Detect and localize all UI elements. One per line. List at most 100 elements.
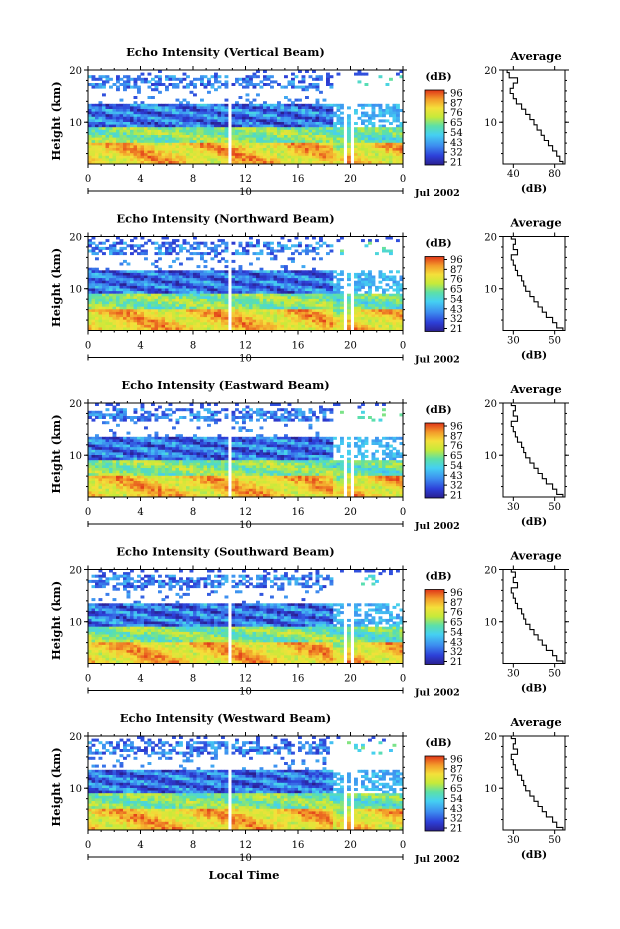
heatmap-cell: [259, 127, 264, 131]
heatmap-cell: [284, 304, 288, 308]
heatmap-cell: [95, 270, 99, 274]
heatmap-cell: [259, 129, 264, 133]
heatmap-cell: [399, 324, 403, 328]
heatmap-cell: [196, 298, 201, 302]
heatmap-cell: [336, 311, 341, 315]
heatmap-cell: [231, 311, 236, 315]
heatmap-cell: [305, 306, 309, 310]
heatmap-cell: [116, 285, 120, 289]
panels-container: Echo Intensity (Vertical Beam)2010Height…: [49, 45, 569, 865]
heatmap-cell: [231, 291, 236, 295]
heatmap-cell: [245, 75, 250, 79]
heatmap-cell: [217, 140, 222, 144]
heatmap-cell: [252, 278, 257, 282]
heatmap-cell: [161, 119, 166, 123]
heatmap-cell: [179, 293, 183, 297]
heatmap-cell: [144, 109, 148, 112]
heatmap-cell: [249, 158, 253, 162]
heatmap-cell: [266, 119, 271, 123]
heatmap-cell: [203, 127, 208, 131]
heatmap-cell: [235, 155, 239, 159]
heatmap-cell: [252, 293, 257, 297]
heatmap-cell: [154, 119, 159, 123]
heatmap-cell: [109, 403, 113, 406]
heatmap-cell: [186, 324, 190, 328]
heatmap-cell: [326, 311, 330, 315]
heatmap-cell: [221, 301, 225, 305]
heatmap-cell: [203, 155, 208, 159]
heatmap-cell: [88, 109, 92, 112]
heatmap-cell: [298, 270, 302, 274]
heatmap-cell: [168, 403, 173, 406]
heatmap-cell: [235, 122, 239, 125]
heatmap-cell: [301, 132, 306, 136]
heatmap-cell: [133, 142, 138, 146]
heatmap-cell: [182, 246, 187, 250]
heatmap-cell: [179, 272, 183, 276]
heatmap-cell: [165, 327, 169, 331]
heatmap-cell: [151, 124, 155, 128]
heatmap-cell: [340, 236, 344, 240]
heatmap-cell: [389, 111, 393, 115]
heatmap-cell: [95, 306, 99, 310]
heatmap-cell: [154, 129, 159, 133]
heatmap-cell: [210, 127, 215, 131]
heatmap-cell: [368, 327, 372, 331]
heatmap-cell: [98, 124, 103, 128]
heatmap-cell: [245, 298, 250, 302]
heatmap-cell: [273, 304, 278, 308]
heatmap-cell: [137, 109, 141, 112]
heatmap-cell: [119, 129, 124, 133]
heatmap-cell: [315, 304, 320, 308]
heatmap-cell: [144, 140, 148, 144]
heatmap-cell: [158, 296, 162, 300]
heatmap-cell: [126, 127, 131, 131]
heatmap-cell: [312, 129, 316, 133]
heatmap-cell: [189, 142, 194, 146]
heatmap-cell: [270, 148, 274, 151]
heatmap-cell: [98, 285, 103, 289]
heatmap-cell: [147, 314, 152, 318]
heatmap-cell: [91, 317, 96, 321]
heatmap-cell: [364, 298, 369, 302]
heatmap-cell: [389, 306, 393, 310]
heatmap-cell: [291, 327, 295, 331]
heatmap-cell: [200, 148, 204, 151]
heatmap-cell: [207, 153, 211, 157]
heatmap-cell: [224, 111, 229, 115]
heatmap-cell: [375, 298, 379, 302]
heatmap-cell: [294, 322, 299, 326]
heatmap-cell: [385, 296, 390, 300]
heatmap-cell: [130, 122, 134, 125]
heatmap-cell: [154, 252, 159, 256]
heatmap-cell: [392, 317, 397, 321]
heatmap-cell: [105, 127, 110, 131]
heatmap-cell: [319, 309, 323, 313]
heatmap-cell: [256, 239, 260, 243]
heatmap-cell: [305, 296, 309, 300]
heatmap-cell: [336, 317, 341, 321]
heatmap-cell: [273, 142, 278, 146]
heatmap-cell: [329, 293, 334, 297]
heatmap-cell: [326, 272, 330, 276]
heatmap-cell: [396, 309, 400, 313]
heatmap-cell: [347, 283, 351, 287]
heatmap-cell: [273, 129, 278, 133]
heatmap-cell: [168, 322, 173, 326]
heatmap-cell: [319, 304, 323, 308]
heatmap-cell: [214, 161, 218, 164]
heatmap-cell: [168, 272, 173, 276]
heatmap-cell: [266, 75, 271, 79]
heatmap-cell: [322, 122, 327, 125]
heatmap-cell: [210, 140, 215, 144]
profile-x-tick-label: 80: [548, 169, 561, 180]
heatmap-cell: [245, 122, 250, 125]
heatmap-cell: [168, 155, 173, 159]
heatmap-cell: [186, 322, 190, 326]
heatmap-cell: [245, 114, 250, 118]
heatmap-cell: [249, 148, 253, 151]
heatmap-cell: [119, 262, 124, 266]
heatmap-cell: [186, 408, 190, 412]
heatmap-cell: [270, 304, 274, 308]
heatmap-cell: [158, 155, 162, 159]
